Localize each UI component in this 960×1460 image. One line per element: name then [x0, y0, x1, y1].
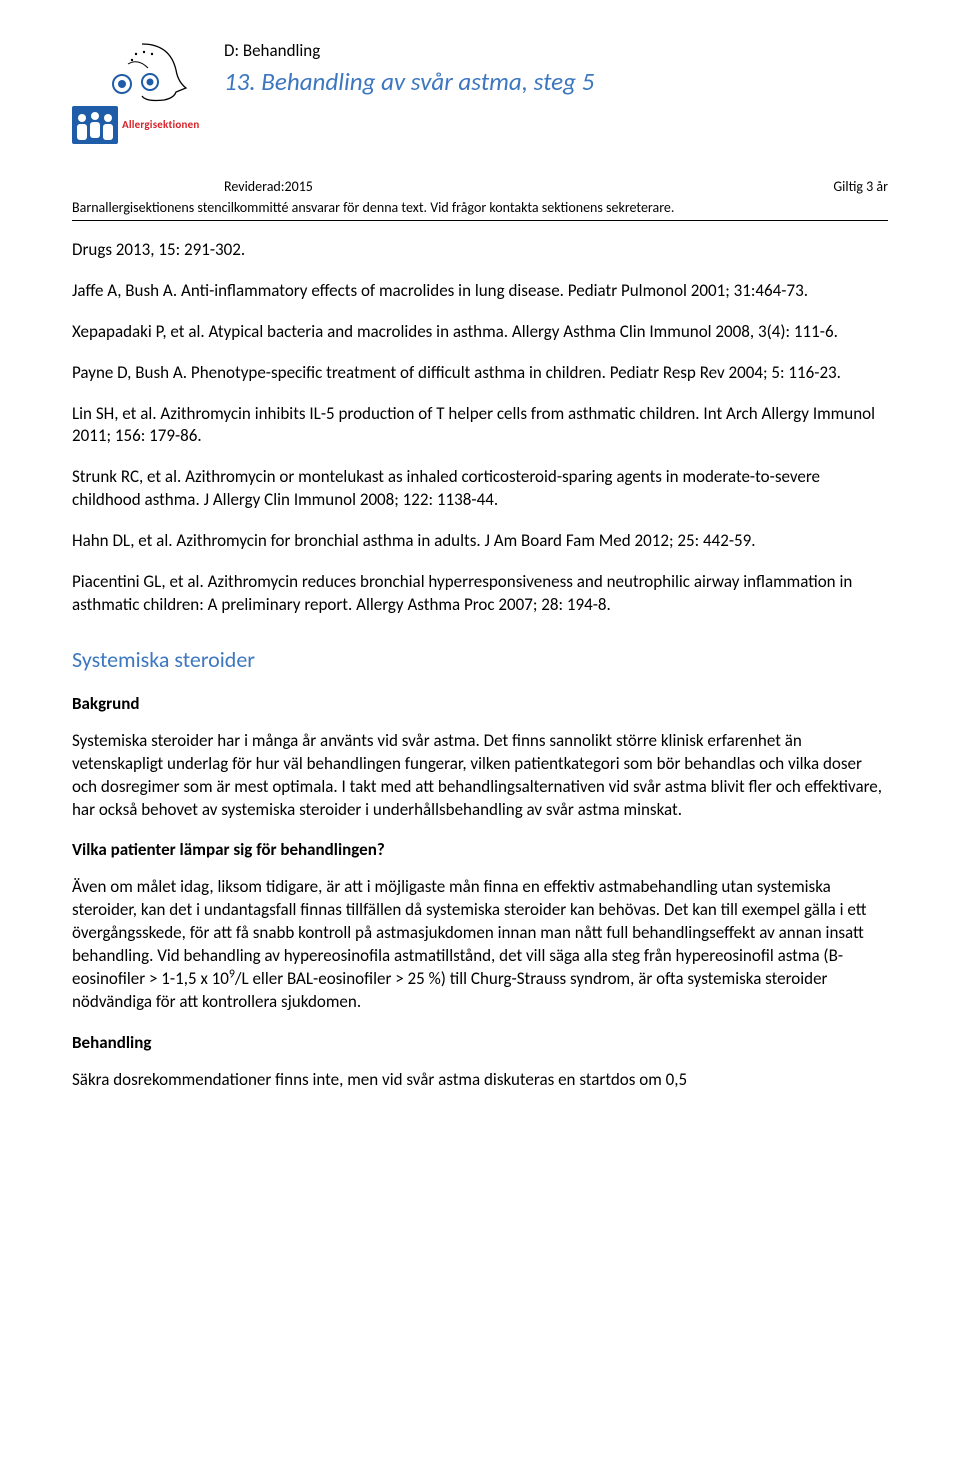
- revision-row: Reviderad:2015 Giltig 3 år: [72, 178, 888, 197]
- logo-children-icon: [72, 106, 118, 144]
- reference-item: Payne D, Bush A. Phenotype-specific trea…: [72, 362, 888, 385]
- reference-item: Strunk RC, et al. Azithromycin or montel…: [72, 466, 888, 512]
- doc-section-title: 13. Behandling av svår astma, steg 5: [224, 65, 888, 99]
- vilka-body: Även om målet idag, liksom tidigare, är …: [72, 876, 888, 1014]
- logo-head-icon: [72, 40, 210, 104]
- logo-bottom-row: Allergisektionen: [72, 106, 210, 144]
- subheading-behandling: Behandling: [72, 1032, 888, 1055]
- behandling-body: Säkra dosrekommendationer finns inte, me…: [72, 1069, 888, 1092]
- reference-item: Jaffe A, Bush A. Anti-inflammatory effec…: [72, 280, 888, 303]
- reference-item: Lin SH, et al. Azithromycin inhibits IL-…: [72, 403, 888, 449]
- doc-section-label: D: Behandling: [224, 40, 888, 63]
- subheading-bakgrund: Bakgrund: [72, 693, 888, 716]
- subheading-vilka: Vilka patienter lämpar sig för behandlin…: [72, 839, 888, 862]
- reference-item: Piacentini GL, et al. Azithromycin reduc…: [72, 571, 888, 617]
- page-header: Allergisektionen D: Behandling 13. Behan…: [72, 40, 888, 144]
- validity-label: Giltig 3 år: [833, 178, 888, 197]
- bakgrund-body: Systemiska steroider har i många år anvä…: [72, 730, 888, 822]
- reference-item: Hahn DL, et al. Azithromycin for bronchi…: [72, 530, 888, 553]
- reference-item: Drugs 2013, 15: 291-302.: [72, 239, 888, 262]
- header-titles: D: Behandling 13. Behandling av svår ast…: [224, 40, 888, 99]
- header-rule: [72, 220, 888, 221]
- reference-item: Xepapadaki P, et al. Atypical bacteria a…: [72, 321, 888, 344]
- content-body: Drugs 2013, 15: 291-302. Jaffe A, Bush A…: [72, 239, 888, 1092]
- committee-line: Barnallergisektionens stencilkommitté an…: [72, 199, 888, 218]
- section-heading: Systemiska steroider: [72, 645, 888, 675]
- logo-block: Allergisektionen: [72, 40, 210, 144]
- logo-label: Allergisektionen: [122, 118, 199, 133]
- revised-label: Reviderad:2015: [72, 178, 313, 197]
- document-page: Allergisektionen D: Behandling 13. Behan…: [0, 0, 960, 1132]
